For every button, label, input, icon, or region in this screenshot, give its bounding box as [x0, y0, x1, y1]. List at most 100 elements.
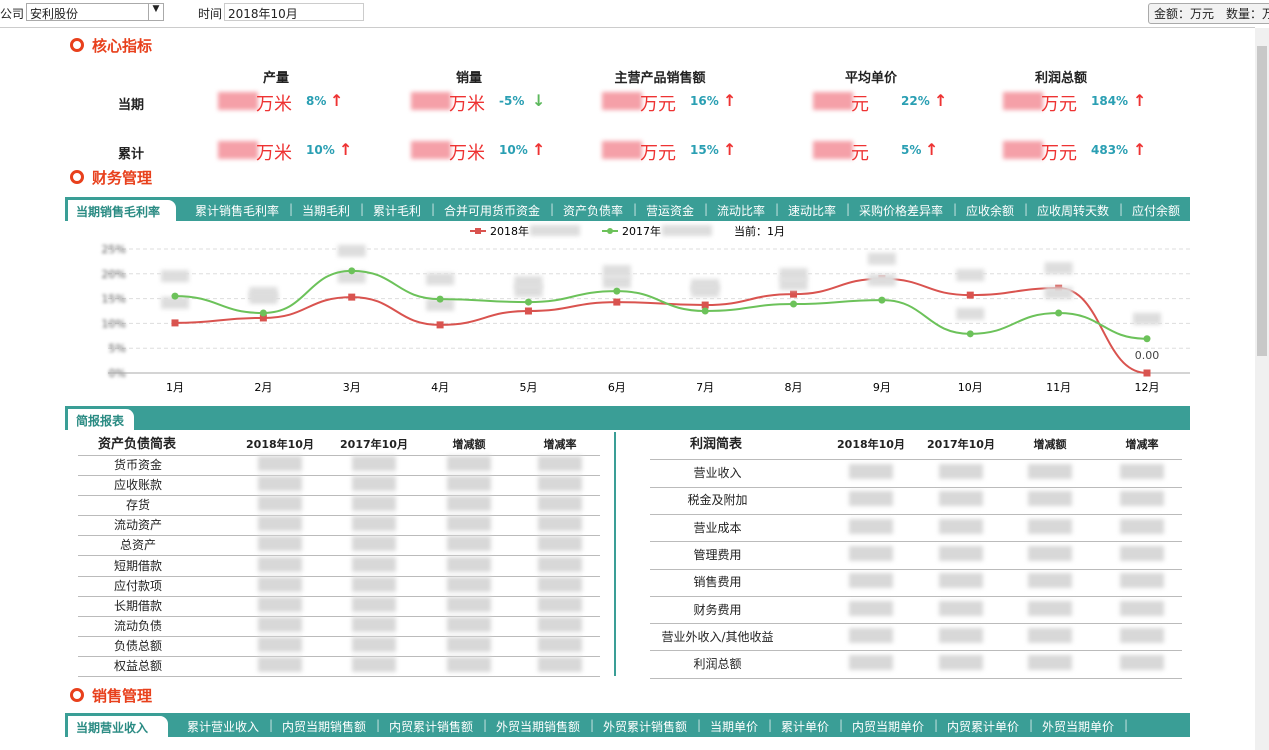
blurred-cell [352, 616, 396, 632]
active-tab[interactable]: 简报报表 [68, 409, 134, 430]
blurred-cell [352, 456, 396, 471]
tab[interactable]: 外贸当期单价 [1042, 720, 1115, 734]
scrollbar[interactable] [1255, 28, 1269, 750]
blurred-label [779, 278, 808, 291]
blurred-cell [1028, 573, 1072, 589]
tab[interactable]: 累计单价 [781, 720, 830, 734]
time-input[interactable]: 2018年10月 [224, 3, 364, 21]
row-label: 权益总额 [113, 659, 162, 673]
tab[interactable]: 当期毛利 [302, 204, 351, 218]
active-tab[interactable]: 当期销售毛利率 [68, 200, 176, 221]
blurred-cell [447, 496, 491, 512]
row-line [650, 568, 1182, 570]
tab-separator: | [768, 718, 773, 732]
blurred-cell [258, 496, 302, 512]
x-tick-label: 4月 [431, 381, 449, 394]
table-title: 资产负债简表 [98, 437, 177, 452]
blurred-cell [258, 456, 302, 471]
blurred-cell [538, 536, 582, 552]
table-header: 增减额 [1033, 438, 1067, 451]
tab-separator: | [1029, 718, 1034, 732]
tab[interactable]: 累计营业收入 [187, 720, 260, 734]
row-label: 存货 [125, 498, 150, 513]
tab-separator: | [934, 718, 939, 732]
tab[interactable]: 应收余额 [966, 204, 1015, 218]
tab[interactable]: 合并可用货币资金 [444, 204, 541, 218]
tab[interactable]: 采购价格差异率 [859, 204, 944, 218]
blurred-cell [1028, 600, 1072, 616]
tab-separator: | [431, 202, 436, 216]
row-line [650, 650, 1182, 652]
tab[interactable]: 流动比率 [717, 204, 766, 218]
point [171, 319, 179, 327]
tab[interactable]: 营运资金 [646, 204, 695, 218]
blurred-cell [258, 657, 302, 672]
tab[interactable]: 应付余额 [1132, 204, 1181, 218]
blurred-cell [447, 576, 491, 592]
table-divider [614, 432, 616, 676]
row-line [78, 515, 600, 517]
tab[interactable]: 应收周转天数 [1037, 204, 1110, 218]
section-title: 核心指标 [92, 37, 153, 55]
active-tab[interactable]: 当期营业收入 [68, 716, 168, 737]
point [348, 267, 356, 275]
table-header: 2017年10月 [340, 438, 408, 451]
point [790, 300, 798, 308]
blurred-label [514, 276, 543, 289]
change: 184% [1091, 94, 1129, 108]
data-label: 0.00 [1135, 349, 1160, 362]
blurred-label [161, 296, 189, 309]
tab[interactable]: 外贸当期销售额 [496, 720, 581, 734]
row-line [78, 495, 600, 497]
tab[interactable]: 内贸当期单价 [852, 720, 925, 734]
tab[interactable]: 外贸累计销售额 [603, 720, 688, 734]
x-tick-label: 1月 [166, 381, 184, 394]
x-tick-label: 3月 [343, 381, 361, 394]
row-label: 管理费用 [693, 547, 742, 562]
tab[interactable]: 内贸累计销售额 [389, 720, 474, 734]
blurred-value [1003, 92, 1043, 110]
point [171, 292, 179, 300]
tab[interactable]: 累计毛利 [373, 204, 422, 218]
point [348, 293, 356, 301]
row-line [650, 595, 1182, 597]
row-line [78, 635, 600, 637]
blurred-cell [939, 627, 983, 643]
row-label: 营业外收入/其他收益 [661, 629, 774, 644]
company-label: 公司 [0, 7, 25, 21]
tab[interactable]: 内贸当期销售额 [282, 720, 367, 734]
blurred-cell [849, 573, 893, 589]
table-header: 增减额 [452, 438, 486, 451]
tab-bar: 当期销售毛利率 累计销售毛利率 | 当期毛利 | 累计毛利 | 合并可用货币资金 | 资产负债率 |… [65, 197, 1194, 221]
blurred-label [956, 307, 985, 320]
row-line [78, 655, 600, 657]
change: 15% [690, 143, 719, 157]
blurred-cell [1028, 491, 1072, 507]
tab[interactable]: 当期单价 [710, 720, 759, 734]
point [878, 296, 886, 304]
tab[interactable]: 内贸累计单价 [947, 720, 1020, 734]
blurred-cell [258, 536, 302, 552]
y-tick-label: 20% [102, 268, 126, 281]
blurred-cell [849, 545, 893, 561]
blurred-label [337, 271, 366, 284]
blurred-label [161, 270, 189, 283]
table-header: 2017年10月 [927, 438, 995, 451]
blurred-cell [939, 573, 983, 589]
row-line [78, 555, 600, 557]
unit: 万米 [256, 143, 292, 164]
blurred-cell [352, 496, 396, 512]
blurred-value [602, 92, 642, 110]
tab[interactable]: 资产负债率 [563, 204, 624, 218]
tab[interactable]: 速动比率 [788, 204, 837, 218]
section-icon [70, 688, 84, 702]
company-select[interactable]: 安利股份 ▼ [26, 3, 164, 21]
row-label: 长期借款 [113, 598, 162, 613]
blurred-label [426, 298, 455, 311]
blurred-value [218, 141, 258, 159]
time-value: 2018年10月 [228, 7, 298, 21]
x-tick-label: 12月 [1135, 381, 1160, 394]
column-header: 产量 [262, 71, 289, 86]
blurred-cell [447, 456, 491, 471]
tab[interactable]: 累计销售毛利率 [195, 204, 280, 218]
